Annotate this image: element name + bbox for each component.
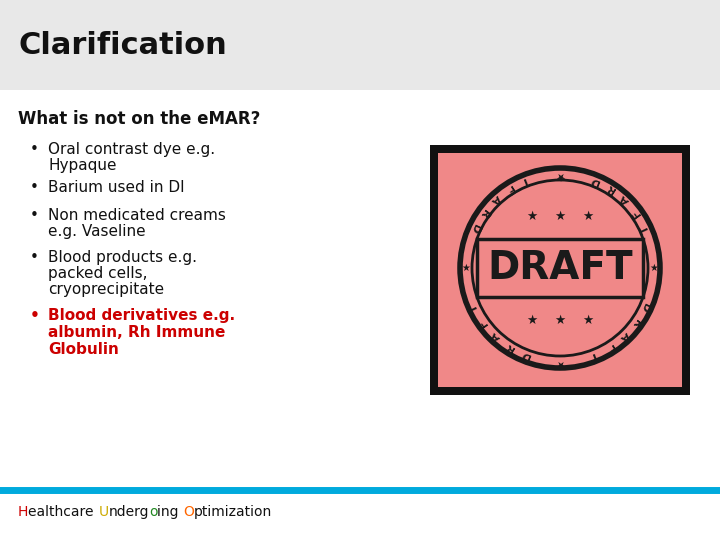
Text: T: T bbox=[520, 174, 531, 187]
Text: ★: ★ bbox=[649, 263, 658, 273]
Text: O: O bbox=[184, 505, 194, 519]
Text: A: A bbox=[489, 193, 502, 206]
Text: T: T bbox=[469, 302, 481, 313]
Text: F: F bbox=[477, 317, 490, 329]
Text: H: H bbox=[18, 505, 28, 519]
Text: ★: ★ bbox=[582, 314, 593, 327]
Text: F: F bbox=[605, 341, 616, 354]
Text: ★: ★ bbox=[555, 169, 565, 179]
Text: ★: ★ bbox=[555, 357, 565, 367]
Text: DRAFT: DRAFT bbox=[487, 249, 633, 287]
Text: D: D bbox=[468, 222, 481, 234]
Text: A: A bbox=[618, 193, 631, 206]
Text: Globulin: Globulin bbox=[48, 342, 119, 357]
Text: R: R bbox=[630, 316, 643, 329]
Text: •: • bbox=[30, 250, 39, 265]
Text: Clarification: Clarification bbox=[18, 30, 227, 59]
Text: packed cells,: packed cells, bbox=[48, 266, 148, 281]
Text: Oral contrast dye e.g.: Oral contrast dye e.g. bbox=[48, 142, 215, 157]
Text: ★: ★ bbox=[554, 314, 566, 327]
Text: •: • bbox=[30, 142, 39, 157]
Text: •: • bbox=[30, 208, 39, 223]
Text: D: D bbox=[519, 349, 531, 362]
Text: F: F bbox=[504, 183, 516, 195]
Bar bbox=[0, 0, 720, 90]
Text: D: D bbox=[639, 301, 652, 314]
Text: T: T bbox=[639, 222, 652, 234]
Bar bbox=[438, 153, 682, 387]
Text: •: • bbox=[30, 180, 39, 195]
Text: ★: ★ bbox=[526, 210, 538, 222]
Text: Non medicated creams: Non medicated creams bbox=[48, 208, 226, 223]
Text: ★: ★ bbox=[554, 210, 566, 222]
Text: U: U bbox=[98, 505, 109, 519]
Text: ★: ★ bbox=[582, 210, 593, 222]
Text: Barium used in DI: Barium used in DI bbox=[48, 180, 184, 195]
Text: ing: ing bbox=[158, 505, 184, 519]
Text: nderg: nderg bbox=[109, 505, 149, 519]
Text: R: R bbox=[604, 182, 617, 195]
Text: A: A bbox=[618, 330, 631, 343]
Text: cryoprecipitate: cryoprecipitate bbox=[48, 282, 164, 297]
Text: •: • bbox=[30, 308, 40, 323]
Text: ptimization: ptimization bbox=[194, 505, 272, 519]
Text: Blood products e.g.: Blood products e.g. bbox=[48, 250, 197, 265]
Text: e.g. Vaseline: e.g. Vaseline bbox=[48, 224, 145, 239]
Text: F: F bbox=[630, 207, 642, 219]
Text: ealthcare: ealthcare bbox=[28, 505, 98, 519]
Text: D: D bbox=[588, 174, 601, 187]
Text: Hypaque: Hypaque bbox=[48, 158, 117, 173]
Text: ★: ★ bbox=[462, 263, 470, 273]
Text: T: T bbox=[589, 349, 600, 361]
Text: o: o bbox=[149, 505, 158, 519]
Text: R: R bbox=[477, 207, 490, 219]
Text: R: R bbox=[503, 341, 516, 354]
Text: albumin, Rh Immune: albumin, Rh Immune bbox=[48, 325, 225, 340]
Text: What is not on the eMAR?: What is not on the eMAR? bbox=[18, 110, 261, 128]
Text: ★: ★ bbox=[526, 314, 538, 327]
Text: A: A bbox=[489, 330, 502, 343]
Text: Blood derivatives e.g.: Blood derivatives e.g. bbox=[48, 308, 235, 323]
Bar bbox=[430, 145, 690, 395]
